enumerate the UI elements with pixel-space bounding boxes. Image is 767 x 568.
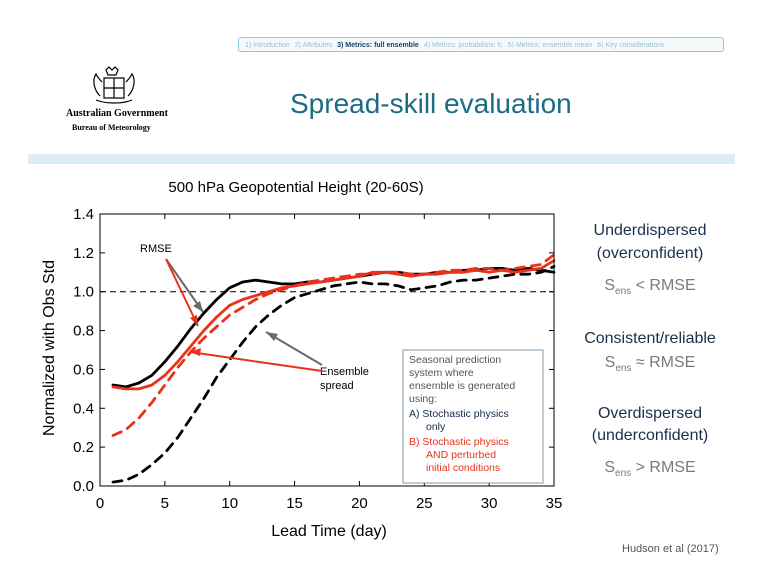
spread-arrowhead-black [266,332,278,341]
consistent-title: Consistent/reliable [584,330,716,347]
series-black-dashed-line [111,265,556,484]
x-tick-label: 0 [96,495,104,512]
title-divider-band [28,154,735,164]
nav-item[interactable]: 5) Metrics: ensemble mean [507,42,593,49]
rmse-arrowhead-red [190,315,198,326]
y-tick-label: 0.0 [73,478,94,495]
legend-line-1: Seasonal prediction [409,354,501,366]
x-axis-label: Lead Time (day) [271,523,387,540]
underdispersed-subtitle: (overconfident) [596,245,704,262]
s-symbol: S [604,354,616,371]
legend-box [402,349,544,484]
overdispersed-subtitle: (underconfident) [591,427,709,444]
legend-option-b-3: initial conditions [426,462,500,474]
bureau-name: Bureau of Meteorology [72,123,151,132]
legend-option-b-2: AND perturbed [426,449,496,461]
overdispersed-title: Overdispersed [597,405,703,422]
y-axis-label: Normalized with Obs Std [41,260,58,436]
series-red-dashed-line [111,253,556,437]
spread-arrow-red [189,351,323,372]
chart-legend: Seasonal prediction system where ensembl… [402,349,544,484]
legend-option-a-2: only [426,421,446,433]
nav-item[interactable]: 6) Key considerations [597,42,665,49]
section-navigation: 1) Introduction 2) Attributes 3) Metrics: … [238,37,724,52]
spread-arrowhead-red [190,348,201,356]
underdispersed-title: Underdispersed [593,222,707,239]
formula-text: < RMSE [635,277,696,294]
formula-text: ≈ RMSE [635,354,696,371]
y-tick-label: 0.8 [73,323,94,340]
x-tick-label: 10 [221,495,238,512]
rmse-arrow-red [165,258,199,327]
legend-line-4: using: [409,393,437,405]
x-tick-label: 20 [351,495,368,512]
underdispersed-formula: Sens < RMSE [560,277,740,297]
x-tick-label: 35 [546,495,563,512]
rmse-annotation: RMSE [140,243,204,327]
formula-text: > RMSE [635,459,696,476]
s-subscript: ens [615,363,632,375]
legend-line-3: ensemble is generated [409,380,515,392]
y-tick-label: 1.0 [73,284,94,301]
x-tick-label: 15 [286,495,303,512]
spread-annotation: Ensemble spread [189,331,369,392]
nav-item[interactable]: 2) Attributes [294,42,333,49]
s-symbol: S [604,277,616,294]
x-tick-label: 5 [161,495,169,512]
rmse-arrowhead-black [193,301,203,312]
legend-option-a-1: A) Stochastic physics [409,408,509,420]
chart-title: 500 hPa Geopotential Height (20-60S) [168,179,423,196]
slide-title: Spread-skill evaluation [290,88,572,119]
spread-label-line2: spread [320,380,354,392]
spread-label-line1: Ensemble [320,366,369,378]
legend-option-b-1: B) Stochastic physics [409,436,509,448]
y-tick-label: 1.4 [73,206,94,223]
s-symbol: S [604,459,616,476]
nav-item[interactable]: 1) Introduction [245,42,290,49]
spread-skill-chart: 500 hPa Geopotential Height (20-60S) 0 5 1… [41,179,563,540]
rmse-arrow-black [165,258,204,313]
nav-item[interactable]: 3) Metrics: full ensemble [337,42,419,49]
series-red-solid-line [111,259,556,391]
rmse-label: RMSE [140,243,172,255]
coat-of-arms-logo [93,66,135,104]
y-tick-label: 0.4 [73,400,94,417]
y-tick-label: 1.2 [73,245,94,262]
citation: Hudson et al (2017) [622,543,719,555]
y-tick-label: 0.2 [73,439,94,456]
government-name: Australian Government [66,108,168,119]
s-subscript: ens [615,286,632,298]
plot-frame [99,213,555,487]
legend-line-2: system where [409,367,474,379]
consistent-formula: Sens ≈ RMSE [560,354,740,374]
overdispersed-formula: Sens > RMSE [560,459,740,479]
x-tick-label: 30 [481,495,498,512]
x-tick-label: 25 [416,495,433,512]
s-subscript: ens [615,468,632,480]
nav-item[interactable]: 4) Metrics: probabilistic fc [423,42,503,49]
y-tick-label: 0.6 [73,361,94,378]
